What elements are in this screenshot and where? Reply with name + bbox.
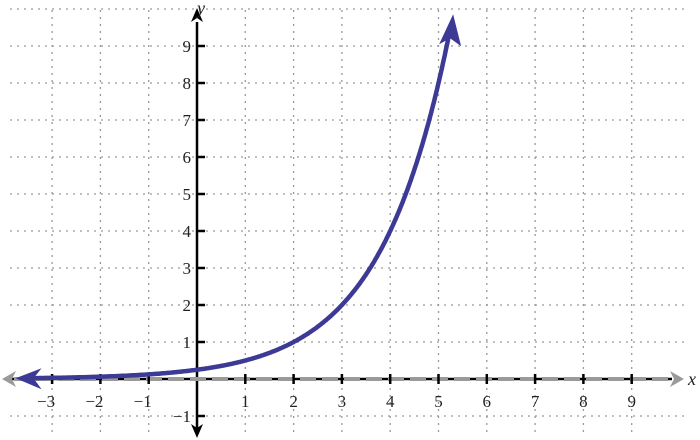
y-tick-label: 6 xyxy=(183,148,192,167)
x-tick-label: −2 xyxy=(85,392,103,411)
y-tick-label: 3 xyxy=(183,259,192,278)
curve-left-arrow xyxy=(15,368,42,390)
x-tick-label: −3 xyxy=(37,392,55,411)
exponential-curve xyxy=(25,36,451,381)
y-tick-label: 5 xyxy=(183,185,192,204)
y-axis-label: y xyxy=(195,0,205,18)
x-tick-label: 9 xyxy=(627,392,636,411)
curve-right-arrow xyxy=(439,14,462,47)
asymptote-right-arrow xyxy=(670,371,684,387)
x-tick-label: −1 xyxy=(134,392,152,411)
y-axis-up-arrow xyxy=(191,8,203,22)
x-axis-label: x xyxy=(687,369,696,389)
x-tick-label: 8 xyxy=(579,392,588,411)
asymptote-left-arrow xyxy=(2,371,16,387)
y-tick-label: 7 xyxy=(183,111,192,130)
y-tick-label: 8 xyxy=(183,74,192,93)
y-tick-label: 2 xyxy=(183,296,192,315)
y-tick-label: 1 xyxy=(183,333,192,352)
x-tick-label: 7 xyxy=(531,392,540,411)
y-tick-label: −1 xyxy=(173,407,191,426)
x-tick-label: 5 xyxy=(434,392,443,411)
y-axis-down-arrow xyxy=(191,424,203,438)
y-tick-label: 4 xyxy=(183,222,192,241)
y-tick-label: 9 xyxy=(183,37,192,56)
x-tick-label: 4 xyxy=(386,392,395,411)
x-tick-label: 6 xyxy=(483,392,492,411)
x-tick-label: 1 xyxy=(241,392,250,411)
x-tick-label: 3 xyxy=(338,392,347,411)
x-tick-label: 2 xyxy=(289,392,298,411)
